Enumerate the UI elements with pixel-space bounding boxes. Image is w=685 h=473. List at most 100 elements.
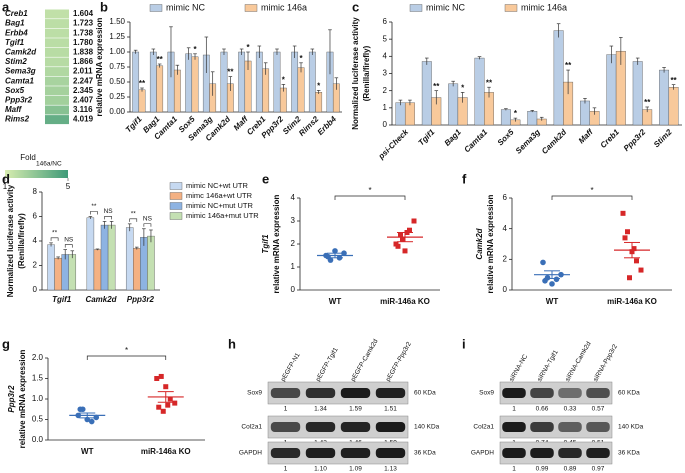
bar: [173, 69, 181, 113]
bar: [93, 249, 102, 291]
significance-label: **: [227, 68, 234, 77]
data-point: [634, 258, 639, 264]
blot-band: [305, 448, 336, 458]
blot-background: [267, 415, 409, 439]
x-tick-label: miR-146a KO: [141, 447, 191, 456]
fold-cell: [45, 76, 69, 86]
significance-label: **: [91, 203, 97, 210]
blot-band: [375, 422, 406, 432]
y-tick-label: 6: [33, 212, 38, 221]
blot-band: [305, 422, 336, 432]
band-quantification: 1.51: [384, 406, 397, 413]
y-tick-label: 0: [503, 285, 508, 294]
y-tick-label: 0: [383, 120, 388, 129]
band-quantification: 1: [284, 406, 288, 413]
x-tick-label: WT: [81, 447, 94, 456]
blot-background: [499, 381, 613, 405]
bar: [668, 87, 679, 126]
data-point: [160, 408, 166, 414]
fold-cell: [45, 105, 69, 115]
bar: [404, 102, 415, 126]
data-point: [622, 235, 628, 241]
fold-value: 2.247: [73, 76, 94, 85]
bar: [132, 51, 140, 113]
significance-label: **: [139, 79, 146, 88]
bar: [395, 102, 406, 126]
lane-label: siRNA-Ppp3r2: [592, 343, 619, 383]
significance-bracket: [86, 355, 167, 360]
bar: [553, 30, 564, 126]
x-tick-label: Rims2: [297, 114, 321, 138]
colorbar-tick-label: 1: [3, 182, 8, 191]
significance-bracket: [90, 211, 98, 215]
data-point: [158, 373, 164, 379]
bar: [315, 91, 323, 113]
gene-label: Sox5: [5, 86, 25, 95]
fold-value: 2.407: [73, 96, 94, 105]
blot-band: [340, 448, 371, 458]
fold-cell: [45, 95, 69, 105]
blot-band: [530, 388, 554, 398]
bar: [238, 51, 246, 113]
blot-band: [586, 422, 610, 432]
y-tick-label: 1.5: [32, 374, 44, 383]
fold-cell: [45, 9, 69, 19]
fold-cell: [45, 57, 69, 67]
gene-label: Maff: [5, 105, 23, 114]
significance-label: **: [644, 98, 651, 107]
legend-swatch: [504, 4, 518, 12]
data-point: [325, 253, 331, 260]
bar: [54, 257, 62, 291]
fold-cell: [45, 38, 69, 48]
blot-band: [558, 448, 582, 458]
significance-bracket: [64, 244, 73, 248]
gene-label: Rims2: [5, 115, 30, 124]
bar: [262, 68, 270, 113]
bar: [220, 51, 228, 113]
bar: [273, 51, 281, 113]
fold-cell: [45, 67, 69, 77]
legend-label: mimic NC: [166, 2, 205, 12]
significance-label: *: [368, 186, 371, 195]
blot-band: [586, 388, 610, 398]
y-axis-label: relative mRNA expression: [272, 194, 281, 293]
gene-label: Sema3g: [5, 67, 36, 76]
panel-label: a: [2, 0, 10, 14]
significance-label: **: [52, 230, 58, 237]
data-point: [540, 259, 546, 266]
significance-bracket: [551, 195, 633, 200]
significance-label: **: [131, 211, 137, 218]
legend-label: mimic NC+mut UTR: [186, 201, 253, 210]
y-tick-label: 6: [503, 193, 508, 202]
legend-label: mimic 146a+mut UTR: [186, 211, 259, 220]
bar: [86, 217, 95, 291]
band-quantification: 1: [512, 406, 516, 413]
data-point: [395, 243, 401, 249]
colorbar: [5, 170, 68, 178]
data-point: [341, 250, 347, 256]
fold-value: 4.019: [73, 115, 94, 124]
blot-band: [530, 422, 554, 432]
panel-label: f: [462, 171, 467, 186]
band-quantification: 0.57: [592, 406, 605, 413]
gene-label: Tgif1: [5, 38, 25, 47]
blot-band: [502, 448, 526, 458]
band-quantification: 1.09: [349, 466, 362, 473]
lane-label: pEGFP-Ppp3r2: [385, 341, 413, 383]
x-tick-label: Bag1: [443, 127, 464, 148]
y-tick-label: 5: [383, 34, 388, 43]
panel-label: e: [262, 171, 269, 186]
significance-label: *: [461, 83, 465, 92]
band-quantification: 1.13: [384, 466, 397, 473]
bar: [448, 83, 459, 126]
data-point: [631, 246, 637, 252]
bar: [500, 109, 511, 126]
x-tick-label: Camta1: [462, 127, 489, 154]
size-label: 60 KDa: [618, 390, 640, 397]
x-tick-label: miR-146a KO: [380, 297, 430, 306]
protein-label: Sox9: [479, 390, 494, 397]
data-point: [627, 275, 632, 281]
legend-swatch: [149, 4, 163, 12]
lane-label: siRNA-NC: [508, 353, 529, 383]
legend-swatch: [169, 212, 183, 220]
